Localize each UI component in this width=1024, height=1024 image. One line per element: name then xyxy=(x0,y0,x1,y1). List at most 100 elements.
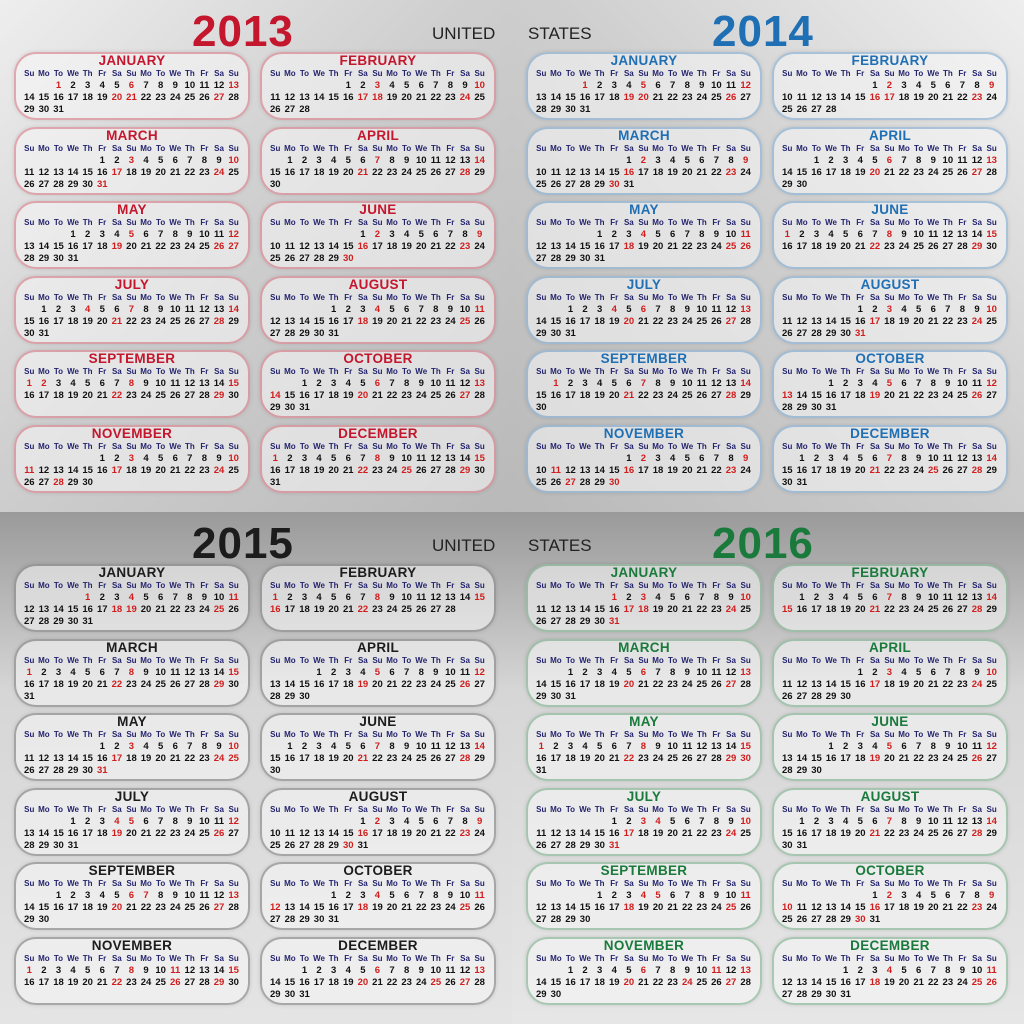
day-cell: 28 xyxy=(199,390,210,401)
day-cell: 15 xyxy=(594,827,605,839)
weekday-label: Fr xyxy=(610,441,619,451)
day-cell: 8 xyxy=(901,815,907,827)
day-blank xyxy=(37,453,52,465)
weekday-label: Fr xyxy=(446,953,455,963)
weekday-label: Fr xyxy=(712,655,721,665)
weekday-label: Su xyxy=(270,441,281,451)
day-cell: 9 xyxy=(187,815,193,827)
day-cell: 4 xyxy=(114,815,120,827)
day-cell: 15 xyxy=(811,753,822,764)
month-july: JULY Su Mo To We Th Fr Sa Su Mo To We Th Fr Sa Su 1 2 3 4 5 6… xyxy=(526,275,762,344)
day-cell: 19 xyxy=(913,902,924,913)
day-cell: 9 xyxy=(974,303,980,315)
day-grid: 1 2 3 4 5 6 7 8 9 10 11 12 13 14 15 16 17 18 19 20 21 22 23 24 2… xyxy=(534,667,756,703)
day-cell: 9 xyxy=(915,592,922,603)
day-cell: 12 xyxy=(213,890,225,901)
day-cell: 25 xyxy=(415,753,427,764)
weekday-label: Mo xyxy=(140,804,152,814)
weekday-label: Th xyxy=(82,953,93,963)
day-cell: 23 xyxy=(971,902,983,913)
weekday-label: Su xyxy=(986,804,997,814)
weekday-label: Fr xyxy=(958,143,967,153)
day-cell: 20 xyxy=(623,976,635,988)
day-cell: 1 xyxy=(597,890,603,901)
day-cell: 25 xyxy=(957,390,968,401)
month-name: MARCH xyxy=(618,639,670,655)
day-cell: 2 xyxy=(597,80,603,91)
day-cell: 2 xyxy=(582,303,588,315)
weekday-header: Su Mo To We Th Fr Sa Su Mo To We Th Fr Sa Su xyxy=(22,730,244,740)
day-cell: 25 xyxy=(459,902,471,913)
day-cell: 17 xyxy=(313,976,325,988)
day-cell: 23 xyxy=(430,902,442,913)
day-cell: 14 xyxy=(840,902,851,913)
month-name: SEPTEMBER xyxy=(600,351,688,366)
day-cell: 22 xyxy=(386,390,398,401)
day-cell: 21 xyxy=(913,976,924,988)
day-blank xyxy=(592,155,607,167)
day-cell: 28 xyxy=(825,914,837,925)
day-grid: 1 2 3 4 5 6 7 8 9 10 11 12 13 14 15 16 17 18 19 20 21 22 23 24 2… xyxy=(22,378,244,402)
day-cell: 15 xyxy=(608,464,620,476)
weekday-label: Th xyxy=(696,143,707,153)
weekday-header: Su Mo To We Th Fr Sa Su Mo To We Th Fr Sa Su xyxy=(780,442,1002,452)
day-cell: 12 xyxy=(711,378,722,389)
weekday-label: Th xyxy=(328,143,339,153)
day-cell: 17 xyxy=(811,464,822,476)
day-blank xyxy=(534,229,549,241)
weekday-label: Fr xyxy=(958,879,967,888)
weekday-label: Fr xyxy=(958,367,967,376)
day-cell: 30 xyxy=(313,327,325,339)
day-cell: 1 xyxy=(345,80,351,91)
day-cell: 1 xyxy=(26,378,32,389)
day-cell: 7 xyxy=(886,592,893,603)
weekday-label: We xyxy=(415,292,428,302)
day-cell: 18 xyxy=(53,390,64,401)
day-cell: 14 xyxy=(474,154,485,166)
day-cell: 30 xyxy=(38,914,50,925)
day-grid: 1 2 3 4 5 6 7 8 9 10 11 12 13 14 15 16 17 18 19 20 21 22 23 24 2… xyxy=(268,304,490,340)
weekday-label: Mo xyxy=(898,581,910,590)
day-cell: 22 xyxy=(913,390,924,401)
day-cell: 7 xyxy=(945,666,951,678)
day-cell: 24 xyxy=(213,464,225,476)
weekday-label: Su xyxy=(24,730,35,739)
weekday-label: Fr xyxy=(712,367,721,376)
day-cell: 5 xyxy=(389,303,395,315)
day-cell: 23 xyxy=(386,753,398,764)
weekday-label: Mo xyxy=(284,953,296,963)
day-cell: 28 xyxy=(474,390,485,401)
day-cell: 24 xyxy=(213,166,225,178)
day-cell: 18 xyxy=(313,166,325,178)
day-cell: 25 xyxy=(725,241,737,252)
day-cell: 2 xyxy=(813,815,820,827)
weekday-label: Th xyxy=(82,581,93,590)
day-cell: 18 xyxy=(811,241,822,252)
weekday-label: We xyxy=(825,730,837,739)
day-cell: 3 xyxy=(128,741,135,752)
day-cell: 16 xyxy=(24,678,35,690)
weekday-label: Fr xyxy=(446,367,455,376)
day-cell: 16 xyxy=(357,241,369,252)
day-blank xyxy=(534,667,549,679)
day-cell: 20 xyxy=(111,92,123,103)
day-cell: 4 xyxy=(655,592,661,603)
day-cell: 16 xyxy=(357,827,369,839)
day-cell: 13 xyxy=(782,753,793,764)
month-name: AUGUST xyxy=(348,276,408,292)
weekday-label: Mo xyxy=(386,218,398,227)
weekday-label: Su xyxy=(372,69,383,78)
day-cell: 31 xyxy=(565,690,576,702)
weekday-label: Sa xyxy=(972,69,982,78)
weekday-label: Fr xyxy=(344,879,353,888)
day-cell: 28 xyxy=(459,753,471,764)
weekday-label: Su xyxy=(740,953,751,963)
day-blank xyxy=(853,80,868,92)
weekday-label: We xyxy=(67,367,79,376)
weekday-label: To xyxy=(53,804,64,814)
day-cell: 3 xyxy=(301,592,308,603)
weekday-label: We xyxy=(67,441,79,451)
weekday-label: Mo xyxy=(550,292,562,302)
day-cell: 6 xyxy=(901,741,907,752)
day-blank xyxy=(312,80,327,92)
